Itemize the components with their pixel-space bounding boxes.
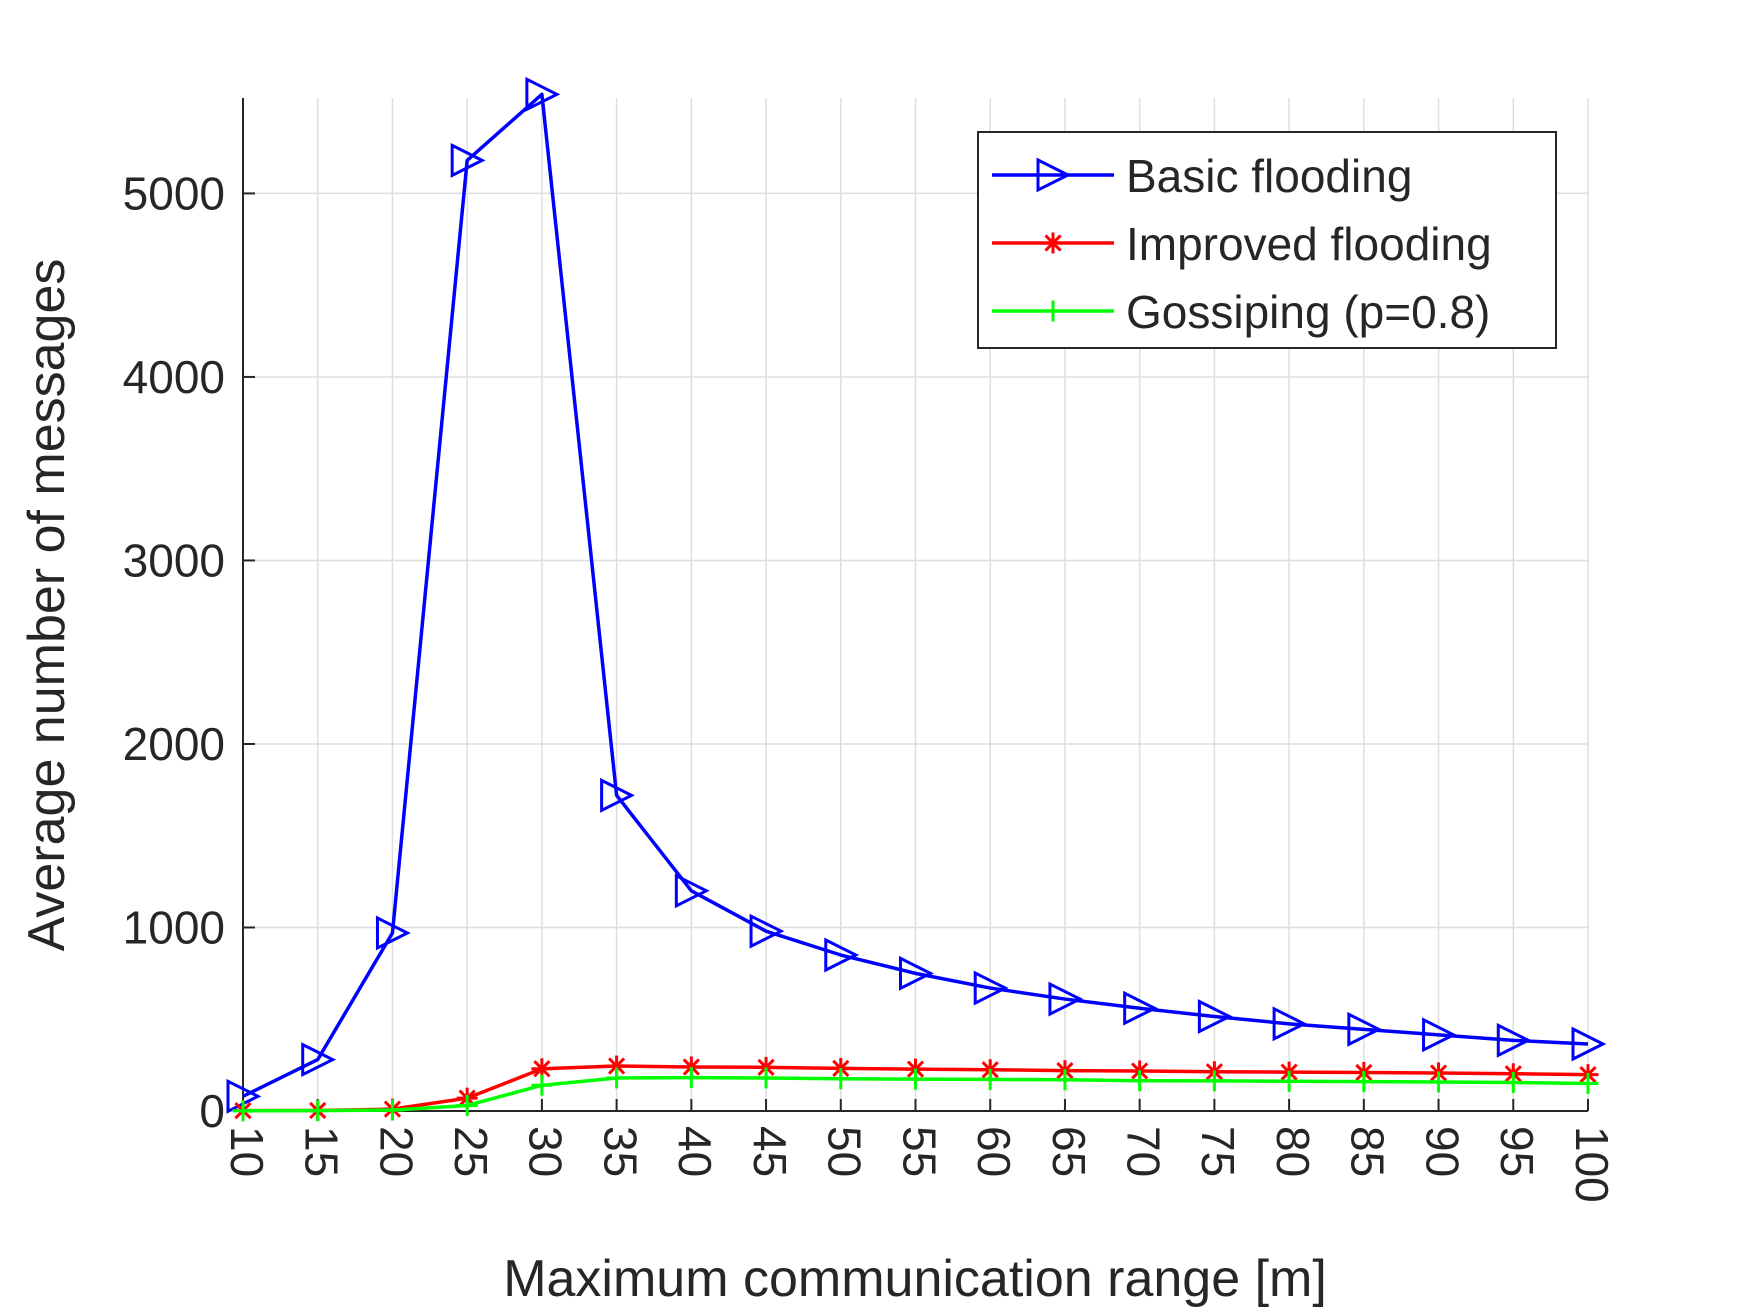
triangle-marker [824,937,860,973]
legend-entry: Basic flooding [992,150,1412,202]
triangle-marker [1347,1011,1383,1047]
legend-label: Improved flooding [1126,218,1492,270]
y-tick-label: 0 [199,1085,225,1137]
triangle-marker [1422,1017,1457,1053]
x-tick-label: 55 [893,1126,945,1177]
triangle-marker [1123,990,1159,1026]
triangle-marker [749,913,785,949]
plus-marker [1353,1071,1375,1093]
triangle-marker [1197,999,1233,1034]
plus-marker [905,1068,926,1090]
plus-marker [979,1068,1001,1090]
legend: Basic flooding Improved flooding Gossiping… [977,131,1557,349]
plus-marker [232,1100,254,1122]
y-tick-label: 2000 [123,718,225,770]
plus-marker [1502,1072,1524,1094]
x-tick-label: 50 [819,1126,871,1177]
legend-label: Gossiping (p=0.8) [1126,286,1490,338]
x-tick-label: 90 [1416,1126,1468,1177]
y-tick-label: 3000 [123,534,225,586]
tick-labels: 10 15 20 25 30 35 40 45 50 55 60 65 70 75 80 85 90 95 1000… [123,167,1618,1202]
x-tick-label: 45 [744,1126,796,1177]
triangle-marker [973,970,1009,1006]
triangle-marker [301,1042,337,1078]
x-tick-label: 30 [520,1126,572,1177]
triangle-marker [1048,981,1084,1017]
asterisk-marker [680,1056,702,1078]
plus-marker [307,1100,329,1122]
plus-marker [1129,1070,1151,1092]
legend-entry: Improved flooding [992,218,1492,270]
x-tick-label: 100 [1566,1126,1618,1203]
triangle-marker [1272,1006,1308,1042]
triangle-marker [1036,157,1072,193]
legend-label: Basic flooding [1126,150,1412,202]
x-tick-label: 60 [968,1126,1020,1177]
plus-marker [1278,1070,1300,1092]
plus-marker [1428,1071,1450,1093]
x-tick-label: 20 [370,1126,422,1177]
plus-marker [606,1067,628,1089]
x-tick-label: 15 [296,1126,348,1177]
x-tick-label: 70 [1118,1126,1170,1177]
triangle-marker [600,777,635,813]
x-tick-label: 80 [1267,1126,1319,1177]
series-3 [232,1067,1599,1122]
x-tick-label: 75 [1192,1126,1244,1177]
plus-marker [381,1099,403,1121]
triangle-marker [525,76,561,112]
plus-marker [1203,1070,1225,1092]
triangle-marker [375,915,411,951]
triangle-marker [674,873,710,909]
triangle-marker [1496,1022,1532,1058]
plus-marker [456,1094,478,1116]
x-tick-label: 95 [1491,1126,1543,1177]
y-tick-label: 4000 [123,351,225,403]
y-tick-label: 5000 [123,167,225,219]
series-line [242,92,1589,1098]
triangle-marker [899,955,934,991]
x-tick-label: 35 [594,1126,646,1177]
y-tick-label: 1000 [123,901,225,953]
plus-marker [531,1074,553,1096]
x-axis-label: Maximum communication range [m] [503,1250,1327,1308]
y-axis-label: Average number of messages [18,259,76,952]
legend-entry: Gossiping (p=0.8) [992,286,1490,338]
plus-marker [1054,1069,1076,1091]
x-tick-label: 65 [1043,1126,1095,1177]
series-layer [226,76,1607,1122]
asterisk-marker [531,1058,553,1080]
triangle-marker [1571,1026,1607,1062]
x-tick-label: 10 [221,1126,273,1177]
asterisk-marker [1042,232,1064,254]
plus-marker [830,1068,852,1090]
x-tick-label: 40 [669,1126,721,1177]
plus-marker [1042,300,1064,322]
plus-marker [1577,1072,1599,1094]
x-tick-label: 25 [445,1126,497,1177]
plus-marker [680,1067,702,1089]
series-1 [226,76,1607,1114]
triangle-marker [450,142,486,178]
plus-marker [755,1067,777,1089]
x-tick-label: 85 [1342,1126,1394,1177]
